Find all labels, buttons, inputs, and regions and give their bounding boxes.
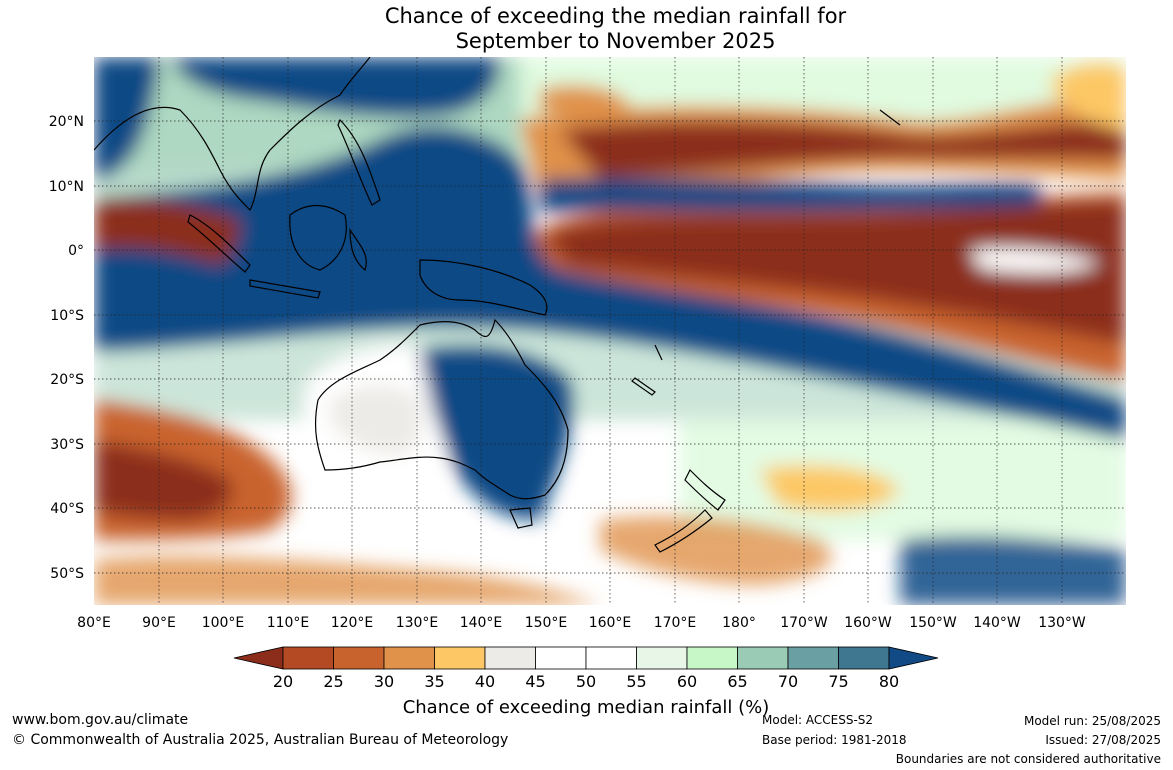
rainfall-probability-field — [94, 57, 1126, 605]
sulawesi-coastline — [349, 228, 367, 272]
colorbar-cell — [686, 646, 738, 670]
new-zealand-north-coastline — [684, 468, 726, 511]
australia-coastline — [314, 318, 569, 500]
longitude-labels: 80°E 90°E 100°E 110°E 120°E 130°E 140°E … — [77, 615, 1086, 631]
colorbar-tick-label: 80 — [879, 672, 899, 691]
lon-label-150e: 150°E — [525, 615, 568, 631]
copyright-text: © Commonwealth of Australia 2025, Austra… — [12, 732, 509, 748]
colorbar-cell — [282, 646, 334, 670]
lon-label-170w: 170°W — [780, 615, 828, 631]
asia-mainland-coastline — [94, 57, 371, 212]
new-caledonia-coastline — [631, 377, 656, 396]
colorbar-tick-label: 60 — [677, 672, 697, 691]
lon-label-110e: 110°E — [267, 615, 310, 631]
lat-label-0: 0° — [68, 243, 84, 259]
colorbar-cell — [434, 646, 486, 670]
philippines-coastline — [337, 118, 381, 206]
map-panel — [94, 57, 1126, 605]
model-text: Model: ACCESS-S2 — [762, 713, 874, 727]
disclaimer-text: Boundaries are not considered authoritat… — [895, 752, 1161, 766]
title-line-2: September to November 2025 — [455, 29, 776, 53]
new-zealand-south-coastline — [654, 509, 713, 553]
lon-label-180: 180° — [722, 615, 756, 631]
colorbar-under-arrow — [233, 646, 284, 670]
colorbar-tick-label: 20 — [273, 672, 293, 691]
issued-text: Issued: 27/08/2025 — [1045, 733, 1161, 747]
tasmania-coastline — [509, 507, 533, 529]
colorbar-cell — [383, 646, 435, 670]
colorbar: 20 25 30 35 40 45 50 55 60 65 70 75 80 Chance of exc… — [233, 646, 939, 718]
lon-label-130w: 130°W — [1038, 615, 1086, 631]
new-guinea-coastline — [419, 259, 548, 316]
lat-label-50s: 50°S — [50, 566, 84, 582]
vanuatu-coastline — [654, 344, 663, 361]
lat-label-40s: 40°S — [50, 501, 84, 517]
lon-label-160w: 160°W — [844, 615, 892, 631]
latitude-labels: 20°N 10°N 0° 10°S 20°S 30°S 40°S 50°S — [49, 114, 84, 582]
colorbar-tick-label: 70 — [778, 672, 798, 691]
colorbar-tick-label: 45 — [525, 672, 545, 691]
website-link[interactable]: www.bom.gov.au/climate — [12, 712, 189, 728]
lon-label-140e: 140°E — [460, 615, 503, 631]
colorbar-cell — [484, 646, 536, 670]
colorbar-cell — [787, 646, 839, 670]
lon-label-130e: 130°E — [396, 615, 439, 631]
colorbar-cell — [636, 646, 688, 670]
colorbar-cells — [282, 646, 890, 670]
lon-label-160e: 160°E — [589, 615, 632, 631]
title-line-1: Chance of exceeding the median rainfall … — [384, 4, 847, 28]
lat-label-20n: 20°N — [49, 114, 84, 130]
lon-label-100e: 100°E — [202, 615, 245, 631]
colorbar-cell — [585, 646, 637, 670]
lon-label-140w: 140°W — [973, 615, 1021, 631]
java-coastline — [249, 279, 321, 299]
colorbar-tick-label: 35 — [424, 672, 444, 691]
colorbar-tick-label: 30 — [374, 672, 394, 691]
colorbar-cell — [737, 646, 789, 670]
lat-label-10n: 10°N — [49, 179, 84, 195]
base-period-text: Base period: 1981-2018 — [762, 733, 907, 747]
colorbar-cell — [333, 646, 385, 670]
colorbar-tick-label: 55 — [626, 672, 646, 691]
colorbar-tick-labels: 20 25 30 35 40 45 50 55 60 65 70 75 80 — [273, 672, 899, 691]
colorbar-tick-label: 40 — [475, 672, 495, 691]
map-title: Chance of exceeding the median rainfall … — [0, 4, 1173, 54]
colorbar-cell — [838, 646, 890, 670]
lat-label-20s: 20°S — [50, 372, 84, 388]
borneo-coastline — [289, 205, 347, 271]
graticule — [94, 57, 1126, 605]
colorbar-label: Chance of exceeding median rainfall (%) — [403, 697, 770, 718]
lon-label-80e: 80°E — [77, 615, 111, 631]
lon-label-120e: 120°E — [331, 615, 374, 631]
colorbar-tick-label: 50 — [576, 672, 596, 691]
colorbar-over-arrow — [888, 646, 939, 670]
colorbar-tick-label: 65 — [727, 672, 747, 691]
lat-label-30s: 30°S — [50, 437, 84, 453]
colorbar-tick-label: 25 — [323, 672, 343, 691]
model-run-text: Model run: 25/08/2025 — [1023, 714, 1161, 728]
lat-label-10s: 10°S — [50, 308, 84, 324]
colorbar-tick-label: 75 — [828, 672, 848, 691]
colorbar-cell — [535, 646, 587, 670]
lon-label-170e: 170°E — [654, 615, 697, 631]
hawaii-coastline — [879, 109, 901, 126]
lon-label-150w: 150°W — [909, 615, 957, 631]
coastlines — [94, 57, 901, 553]
sumatra-coastline — [187, 214, 251, 273]
lon-label-90e: 90°E — [142, 615, 176, 631]
